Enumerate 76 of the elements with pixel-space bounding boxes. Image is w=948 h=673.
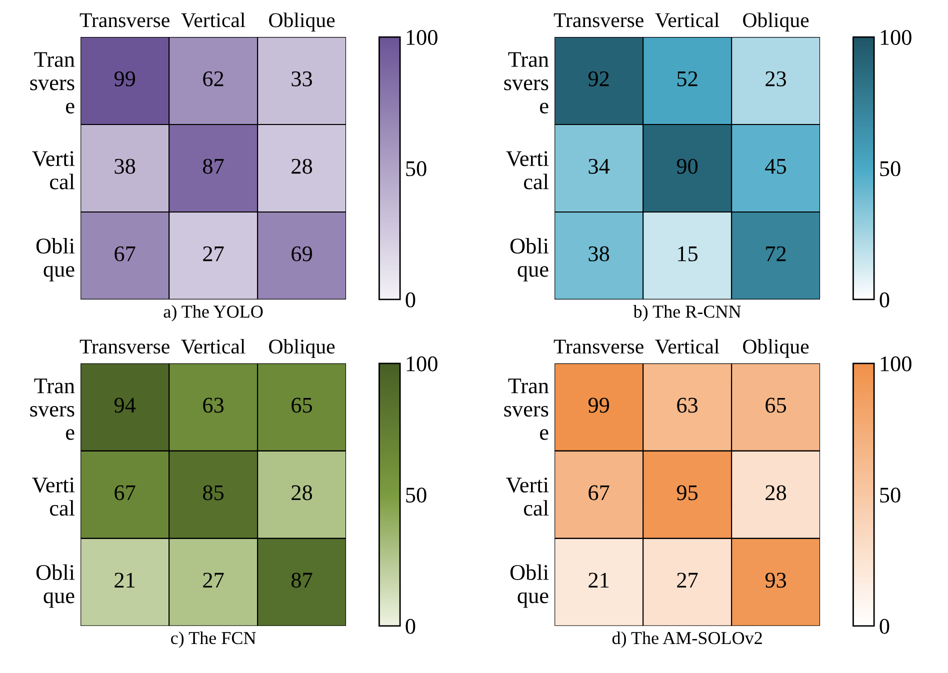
x-tick-label: Vertical <box>655 12 720 28</box>
data-label: 21 <box>114 572 135 588</box>
x-tick-label: Transverse <box>554 340 644 354</box>
data-label: 87 <box>292 572 312 588</box>
x-tick-label: Vertical <box>181 338 246 354</box>
y-tick-label: Tran svers e <box>504 52 549 114</box>
y-tick-label: Obli que <box>510 238 549 282</box>
data-label: 15 <box>678 246 698 262</box>
y-tick-label: Tran svers e <box>504 378 549 440</box>
x-tick-label: Oblique <box>269 338 335 358</box>
x-tick-label: Vertical <box>181 12 246 28</box>
y-tick-label: Obli que <box>510 564 549 608</box>
data-label: 65 <box>292 398 312 413</box>
data-label: 27 <box>677 572 698 588</box>
data-label: 87 <box>203 158 224 174</box>
color-bar-label: 100 <box>406 30 438 45</box>
data-label: 67 <box>588 485 610 500</box>
data-label: 62 <box>203 71 224 86</box>
y-tick-label: Tran svers e <box>30 378 75 440</box>
data-label: 95 <box>676 485 698 500</box>
data-label: 28 <box>292 485 312 500</box>
data-label: 67 <box>114 246 136 262</box>
data-label: 65 <box>766 398 786 413</box>
data-label: 99 <box>588 398 610 413</box>
text: c) The FCN <box>171 631 256 648</box>
y-tick-label: Obli que <box>36 564 75 608</box>
color-bar-label: 50 <box>880 488 900 503</box>
data-label: 21 <box>588 572 609 588</box>
data-label: 67 <box>114 485 136 500</box>
data-label: 92 <box>588 71 609 86</box>
color-bar-label: 100 <box>880 30 912 45</box>
y-tick-label: Obli que <box>36 238 75 282</box>
color-bar-label: 0 <box>880 292 890 308</box>
color-bar-label: 0 <box>880 618 890 634</box>
data-label: 33 <box>292 71 312 86</box>
data-label: 63 <box>203 398 224 413</box>
x-tick-label: Transverse <box>80 13 170 28</box>
data-label: 90 <box>676 158 698 174</box>
x-tick-label: Oblique <box>269 12 335 32</box>
y-tick-label: Verti cal <box>32 151 75 190</box>
x-tick-label: Vertical <box>655 338 720 354</box>
data-label: 28 <box>766 485 786 500</box>
data-label: 63 <box>677 398 698 413</box>
data-label: 52 <box>677 71 698 86</box>
data-label: 93 <box>765 572 786 588</box>
x-tick-label: Transverse <box>80 340 170 354</box>
color-bar-label: 100 <box>880 356 912 372</box>
text: d) The AM-SOLOv2 <box>612 631 762 648</box>
x-tick-label: Oblique <box>743 338 809 358</box>
y-tick-label: Verti cal <box>506 151 549 190</box>
data-label: 94 <box>114 398 136 413</box>
data-label: 27 <box>203 246 224 262</box>
data-label: 85 <box>203 485 224 500</box>
data-label: 34 <box>588 158 610 174</box>
y-tick-label: Verti cal <box>32 478 75 516</box>
text: a) The YOLO <box>164 305 263 322</box>
data-label: 99 <box>114 71 136 86</box>
color-bar-label: 50 <box>406 161 426 176</box>
data-label: 38 <box>114 158 136 174</box>
data-label: 45 <box>765 158 786 174</box>
data-label: 27 <box>203 572 224 588</box>
y-tick-label: Tran svers e <box>30 52 75 114</box>
text: b) The R-CNN <box>633 305 741 322</box>
data-label: 28 <box>292 158 312 174</box>
data-label: 69 <box>292 246 312 262</box>
data-label: 23 <box>766 71 786 86</box>
color-bar-label: 50 <box>406 488 426 503</box>
color-bar-label: 0 <box>406 618 416 634</box>
x-tick-label: Transverse <box>554 13 644 28</box>
color-bar-label: 50 <box>880 161 900 176</box>
color-bar-label: 0 <box>406 292 416 308</box>
data-label: 72 <box>766 246 786 262</box>
x-tick-label: Oblique <box>743 12 809 32</box>
y-tick-label: Verti cal <box>506 478 549 516</box>
data-label: 38 <box>588 246 610 262</box>
color-bar-label: 100 <box>406 356 438 372</box>
